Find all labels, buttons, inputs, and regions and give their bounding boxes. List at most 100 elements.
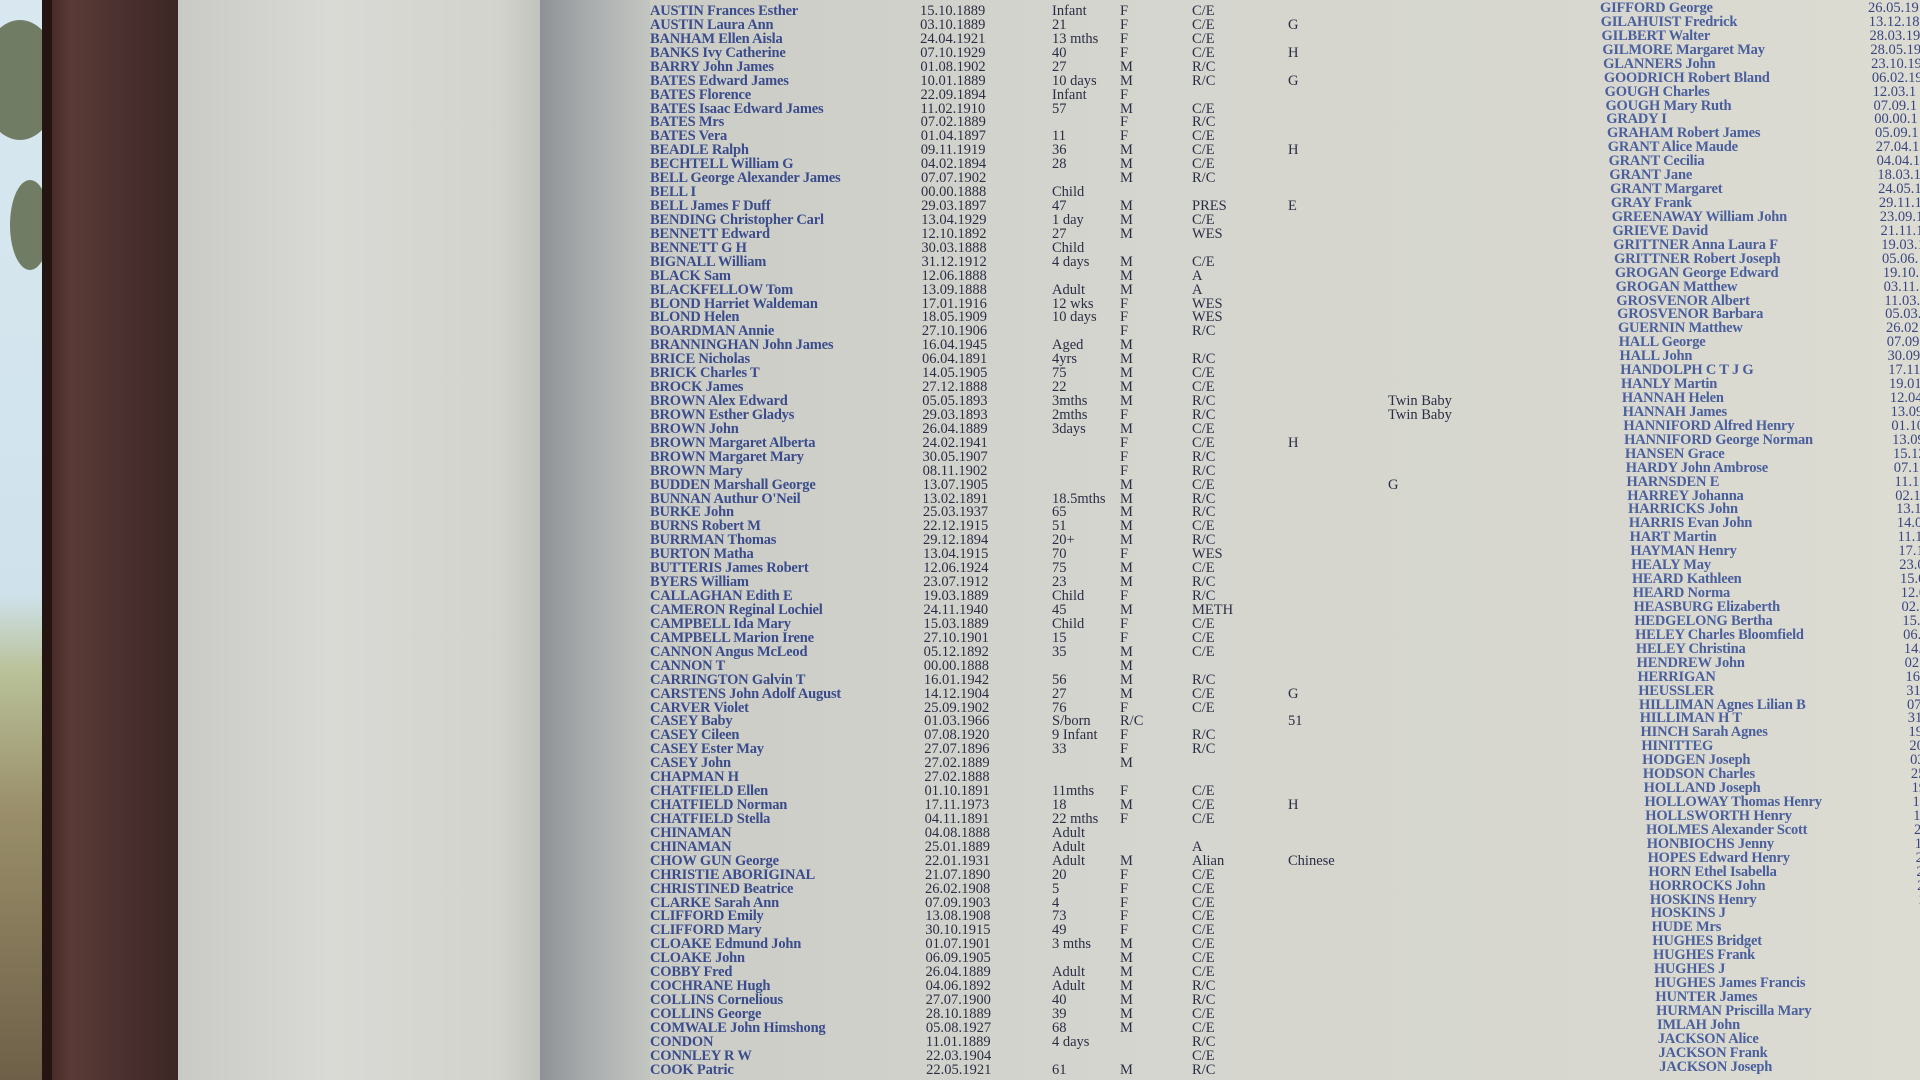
entry-date: 13.04.1915: [923, 546, 989, 563]
entry-name: HILLIMAN H T: [1639, 710, 1742, 727]
entry-sex: F: [1120, 866, 1129, 883]
entry-date: 13.09: [1892, 431, 1920, 448]
entry-name: BURTON Matha: [650, 546, 754, 563]
entry-name: CHATFIELD Norman: [650, 797, 788, 813]
entry-sex: M: [1120, 267, 1133, 284]
entry-sex: M: [1120, 156, 1133, 173]
entry-name: BOARDMAN Annie: [650, 323, 775, 340]
entry-note: G: [1388, 476, 1399, 493]
entry-religion: C/E: [1192, 142, 1215, 159]
entry-age: Adult: [1052, 978, 1086, 995]
entry-sex: F: [1120, 699, 1129, 716]
entry-sex: F: [1120, 588, 1129, 605]
entry-religion: C/E: [1192, 950, 1215, 967]
entry-age: 11: [1052, 128, 1066, 145]
entry-religion: C/E: [1192, 434, 1215, 451]
entry-age: 56: [1052, 671, 1067, 688]
entry-date: 25.09.1902: [924, 699, 990, 716]
entry-religion: R/C: [1192, 978, 1216, 995]
entry-sex: M: [1120, 1005, 1133, 1022]
entry-sex: M: [1120, 225, 1133, 242]
entry-date: 17.1: [1898, 543, 1920, 560]
entry-name: GROGAN Matthew: [1615, 278, 1738, 295]
entry-name: BRANNINGHAN John James: [650, 337, 834, 354]
entry-religion: C/E: [1192, 560, 1215, 577]
entry-sex: F: [1120, 295, 1129, 312]
entry-sex: F: [1120, 615, 1129, 632]
entry-date: 05.09.1: [1875, 125, 1919, 142]
entry-sex: F: [1120, 880, 1129, 897]
entry-name: GRANT Cecilia: [1608, 153, 1705, 170]
entry-date: 11.1: [1894, 473, 1920, 490]
entry-date: 09.11.1919: [920, 142, 986, 159]
entry-name: HEALY May: [1631, 557, 1711, 574]
entry-date: 27.12.1888: [922, 379, 988, 396]
entry-date: 27.10.1901: [923, 629, 989, 646]
entry-sex: M: [1120, 518, 1133, 535]
entry-date: 06.: [1903, 626, 1920, 643]
entry-date: 1: [1919, 906, 1920, 921]
entry-date: 17.11: [1888, 362, 1920, 379]
entry-name: CARVER Violet: [650, 699, 749, 716]
entry-date: 03: [1910, 752, 1920, 769]
entry-age: 73: [1052, 908, 1067, 925]
entry-age: 11mths: [1052, 783, 1095, 800]
entry-religion: Alian: [1192, 852, 1225, 869]
entry-religion: C/E: [1192, 253, 1215, 270]
entry-religion: A: [1192, 267, 1203, 284]
entry-name: COOK Patric: [650, 1061, 734, 1078]
entry-date: 13.02.1891: [922, 490, 989, 507]
entry-date: 07.09: [1886, 334, 1920, 351]
entry-age: 3days: [1052, 420, 1086, 437]
entry-name: BATES Mrs: [650, 114, 725, 131]
entry-name: BURKE John: [650, 504, 734, 521]
entry-name: GROGAN George Edward: [1614, 264, 1779, 281]
entry-date: 27.02.1888: [924, 769, 990, 786]
entry-name: AUSTIN Laura Ann: [650, 16, 774, 33]
entry-name: IMLAH John: [1656, 1016, 1740, 1033]
entry-name: GILMORE Margaret May: [1602, 41, 1765, 58]
entry-date: 12.03.1: [1872, 83, 1917, 100]
entry-religion: C/E: [1192, 476, 1215, 493]
entry-name: HOLMES Alexander Scott: [1646, 821, 1808, 838]
entry-date: 13.04.1929: [921, 211, 987, 228]
entry-sex: M: [1120, 852, 1133, 869]
entry-sex: F: [1120, 309, 1129, 326]
entry-date: 05.06.: [1882, 250, 1919, 267]
entry-name: GUERNIN Matthew: [1617, 320, 1743, 337]
entry-age: 75: [1052, 560, 1067, 577]
entry-sex: M: [1120, 379, 1133, 396]
entry-date: 07.02.1889: [920, 114, 986, 131]
entry-age: Adult: [1052, 824, 1086, 841]
entry-name: HOSKINS J: [1650, 905, 1726, 922]
entry-date: 30.09: [1887, 348, 1920, 365]
entry-age: 76: [1052, 699, 1067, 716]
entry-name: GRANT Margaret: [1610, 181, 1723, 198]
entry-date: 04.06.1892: [925, 978, 991, 995]
entry-sex: F: [1120, 3, 1129, 19]
entry-date: 02.0: [1901, 598, 1920, 615]
entry-date: 26.02: [1885, 320, 1919, 337]
entry-date: 23.10.19: [1871, 55, 1920, 72]
entry-religion: R/C: [1192, 448, 1216, 465]
entry-name: CHRISTIE ABORIGINAL: [650, 866, 816, 883]
entry-sex: M: [1120, 574, 1133, 591]
entry-age: 4: [1052, 894, 1060, 911]
entry-date: 13.07.1905: [922, 476, 988, 493]
entry-age: 68: [1052, 1019, 1067, 1036]
entry-age: 20: [1052, 866, 1067, 883]
entry-date: 26.04.1889: [925, 964, 991, 981]
entry-sex: M: [1120, 58, 1133, 75]
entry-date: 17.01.1916: [921, 295, 987, 312]
entry-name: HANLY Martin: [1621, 376, 1718, 393]
entry-date: 15.10.1889: [920, 3, 986, 19]
entry-name: BATES Isaac Edward James: [650, 100, 824, 117]
entry-name: GILBERT Walter: [1601, 27, 1711, 44]
entry-religion: C/E: [1192, 643, 1215, 660]
entry-sex: M: [1120, 142, 1133, 159]
entry-age: Child: [1052, 615, 1085, 632]
entry-age: 22 mths: [1052, 810, 1099, 827]
entry-age: 22: [1052, 379, 1067, 396]
entry-name: BROCK James: [650, 379, 744, 396]
entry-religion: R/C: [1192, 323, 1216, 340]
